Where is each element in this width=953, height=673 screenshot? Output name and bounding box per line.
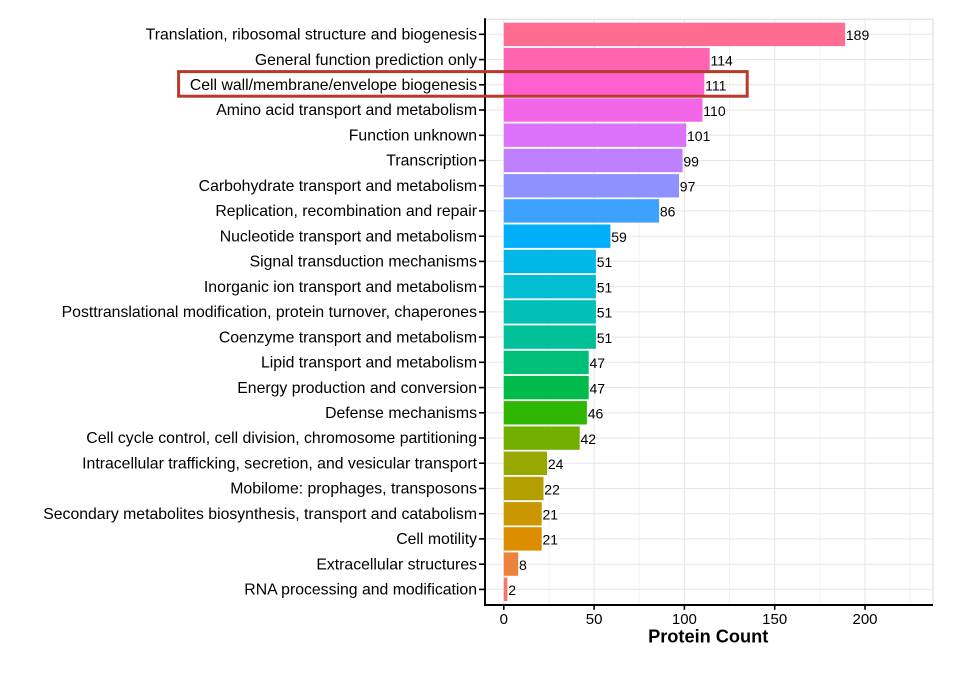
svg-text:Protein Count: Protein Count bbox=[648, 626, 768, 646]
svg-text:24: 24 bbox=[548, 456, 564, 472]
svg-text:2: 2 bbox=[508, 582, 516, 598]
svg-text:86: 86 bbox=[660, 204, 676, 220]
svg-text:100: 100 bbox=[672, 611, 697, 628]
svg-text:0: 0 bbox=[500, 611, 508, 628]
svg-text:189: 189 bbox=[846, 27, 870, 43]
svg-text:Extracellular structures: Extracellular structures bbox=[316, 556, 477, 573]
svg-text:51: 51 bbox=[597, 305, 613, 321]
svg-text:Mobilome: prophages, transposo: Mobilome: prophages, transposons bbox=[230, 481, 477, 498]
svg-text:42: 42 bbox=[581, 431, 597, 447]
svg-text:47: 47 bbox=[590, 355, 606, 371]
svg-text:47: 47 bbox=[590, 380, 606, 396]
svg-text:21: 21 bbox=[543, 532, 559, 548]
svg-text:51: 51 bbox=[597, 279, 613, 295]
svg-text:Energy production and conversi: Energy production and conversion bbox=[237, 380, 477, 397]
svg-text:Posttranslational modification: Posttranslational modification, protein … bbox=[62, 304, 477, 321]
svg-text:General function prediction on: General function prediction only bbox=[255, 52, 477, 69]
svg-text:Cell cycle control, cell divis: Cell cycle control, cell division, chrom… bbox=[86, 430, 477, 447]
svg-text:99: 99 bbox=[683, 153, 699, 169]
svg-text:21: 21 bbox=[543, 507, 559, 523]
svg-text:Signal transduction mechanisms: Signal transduction mechanisms bbox=[250, 254, 478, 271]
svg-text:8: 8 bbox=[519, 557, 527, 573]
svg-text:51: 51 bbox=[597, 254, 613, 270]
svg-text:Cell motility: Cell motility bbox=[396, 531, 477, 548]
svg-text:Carbohydrate transport and met: Carbohydrate transport and metabolism bbox=[199, 178, 477, 195]
svg-text:59: 59 bbox=[611, 229, 627, 245]
svg-text:51: 51 bbox=[597, 330, 613, 346]
svg-text:114: 114 bbox=[711, 52, 734, 68]
svg-text:Cell wall/membrane/envelope bi: Cell wall/membrane/envelope biogenesis bbox=[190, 77, 477, 94]
svg-text:111: 111 bbox=[705, 78, 726, 94]
svg-text:46: 46 bbox=[588, 406, 604, 422]
svg-text:RNA processing and modificatio: RNA processing and modification bbox=[244, 582, 477, 599]
svg-text:Lipid transport and metabolism: Lipid transport and metabolism bbox=[261, 355, 477, 372]
svg-text:101: 101 bbox=[687, 128, 711, 144]
svg-text:Replication, recombination and: Replication, recombination and repair bbox=[215, 203, 477, 220]
svg-text:Nucleotide transport and metab: Nucleotide transport and metabolism bbox=[220, 228, 477, 245]
svg-text:200: 200 bbox=[852, 611, 877, 628]
svg-text:22: 22 bbox=[544, 481, 560, 497]
svg-text:Intracellular trafficking, sec: Intracellular trafficking, secretion, an… bbox=[82, 455, 477, 472]
svg-text:150: 150 bbox=[762, 611, 787, 628]
svg-text:Secondary metabolites biosynth: Secondary metabolites biosynthesis, tran… bbox=[43, 506, 477, 523]
svg-text:97: 97 bbox=[680, 179, 696, 195]
svg-text:110: 110 bbox=[703, 103, 726, 119]
svg-text:Amino acid transport and metab: Amino acid transport and metabolism bbox=[216, 102, 477, 119]
svg-text:Translation, ribosomal structu: Translation, ribosomal structure and bio… bbox=[146, 27, 477, 44]
svg-text:Defense mechanisms: Defense mechanisms bbox=[325, 405, 477, 422]
svg-text:Function unknown: Function unknown bbox=[349, 128, 477, 145]
svg-text:Transcription: Transcription bbox=[386, 153, 477, 170]
svg-text:Inorganic ion transport and me: Inorganic ion transport and metabolism bbox=[204, 279, 477, 296]
svg-text:Coenzyme transport and metabol: Coenzyme transport and metabolism bbox=[219, 329, 477, 346]
svg-text:50: 50 bbox=[586, 611, 603, 628]
